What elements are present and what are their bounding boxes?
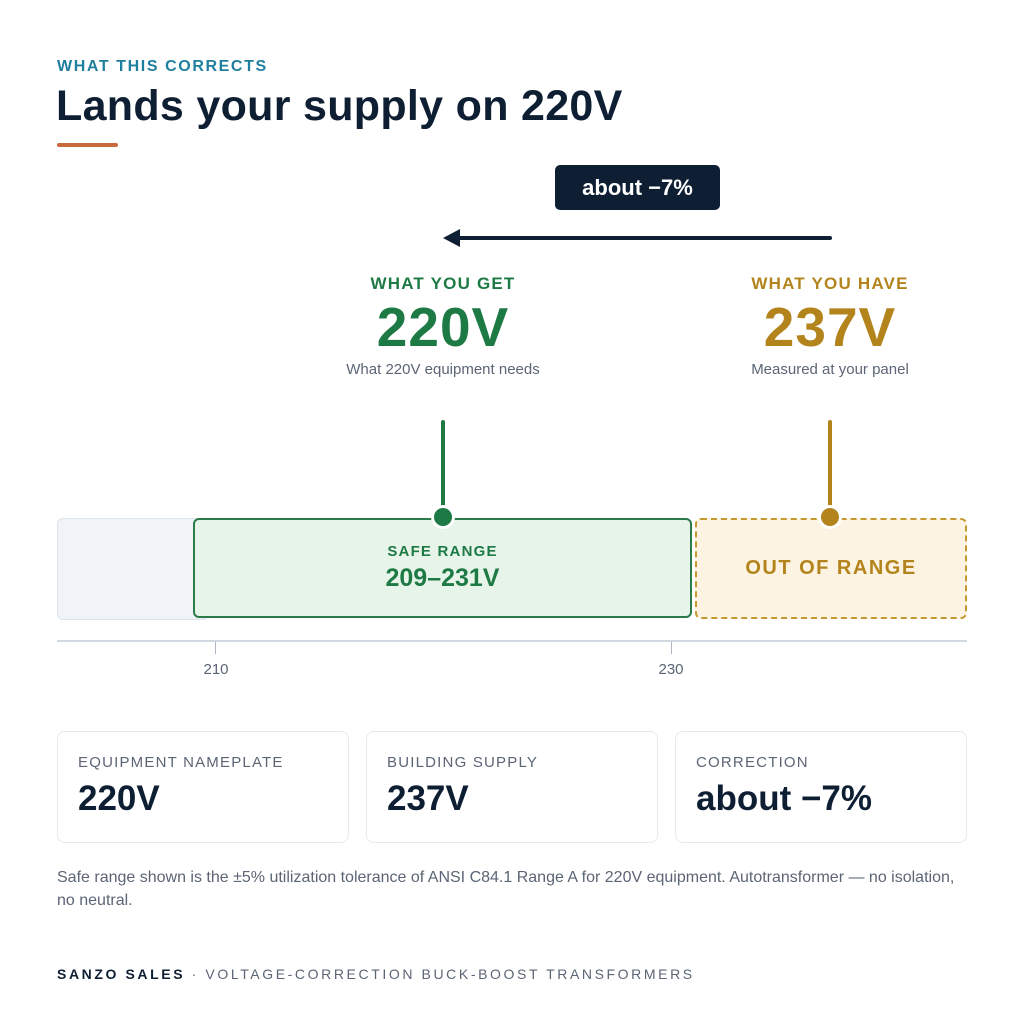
card-label: BUILDING SUPPLY — [387, 754, 539, 771]
tick-label-230: 230 — [658, 661, 684, 678]
axis-tick — [215, 642, 216, 654]
footer: SANZO SALES · VOLTAGE-CORRECTION BUCK-BO… — [57, 966, 695, 982]
brand-name: SANZO SALES — [57, 966, 186, 982]
tick-label-210: 210 — [203, 661, 229, 678]
get-label: WHAT YOU GET — [370, 274, 516, 293]
safe-range-label: SAFE RANGE — [387, 543, 498, 560]
get-marker-dot — [431, 505, 455, 529]
voltage-axis — [57, 640, 967, 642]
safe-range-zone: SAFE RANGE 209–231V — [193, 518, 692, 618]
out-of-range-zone: OUT OF RANGE — [695, 518, 967, 619]
card-label: CORRECTION — [696, 754, 809, 771]
eyebrow-label: WHAT THIS CORRECTS — [57, 58, 268, 75]
card-value: 237V — [387, 779, 469, 818]
safe-range-value: 209–231V — [385, 564, 500, 592]
building-supply-card: BUILDING SUPPLY 237V — [366, 731, 658, 843]
left-arrow-icon — [443, 229, 832, 247]
footer-tagline: VOLTAGE-CORRECTION BUCK-BOOST TRANSFORME… — [205, 966, 695, 982]
get-value: 220V — [376, 296, 510, 358]
what-you-have-callout: WHAT YOU HAVE 237V Measured at your pane… — [700, 274, 960, 378]
get-subtext: What 220V equipment needs — [346, 361, 540, 378]
title-underline — [57, 143, 118, 147]
nameplate-card: EQUIPMENT NAMEPLATE 220V — [57, 731, 349, 843]
have-label: WHAT YOU HAVE — [751, 274, 909, 293]
below-range-zone — [57, 518, 209, 620]
have-marker-line — [828, 420, 832, 510]
footer-separator: · — [185, 966, 206, 982]
what-you-get-callout: WHAT YOU GET 220V What 220V equipment ne… — [313, 274, 573, 378]
correction-badge: about −7% — [555, 165, 720, 210]
correction-card: CORRECTION about −7% — [675, 731, 967, 843]
footnote: Safe range shown is the ±5% utilization … — [57, 869, 955, 909]
have-subtext: Measured at your panel — [751, 361, 909, 378]
axis-tick — [671, 642, 672, 654]
card-label: EQUIPMENT NAMEPLATE — [78, 754, 284, 771]
card-value: about −7% — [696, 779, 873, 818]
page-title: Lands your supply on 220V — [56, 82, 623, 130]
get-marker-line — [441, 420, 445, 510]
card-value: 220V — [78, 779, 160, 818]
have-value: 237V — [763, 296, 897, 358]
have-marker-dot — [818, 505, 842, 529]
